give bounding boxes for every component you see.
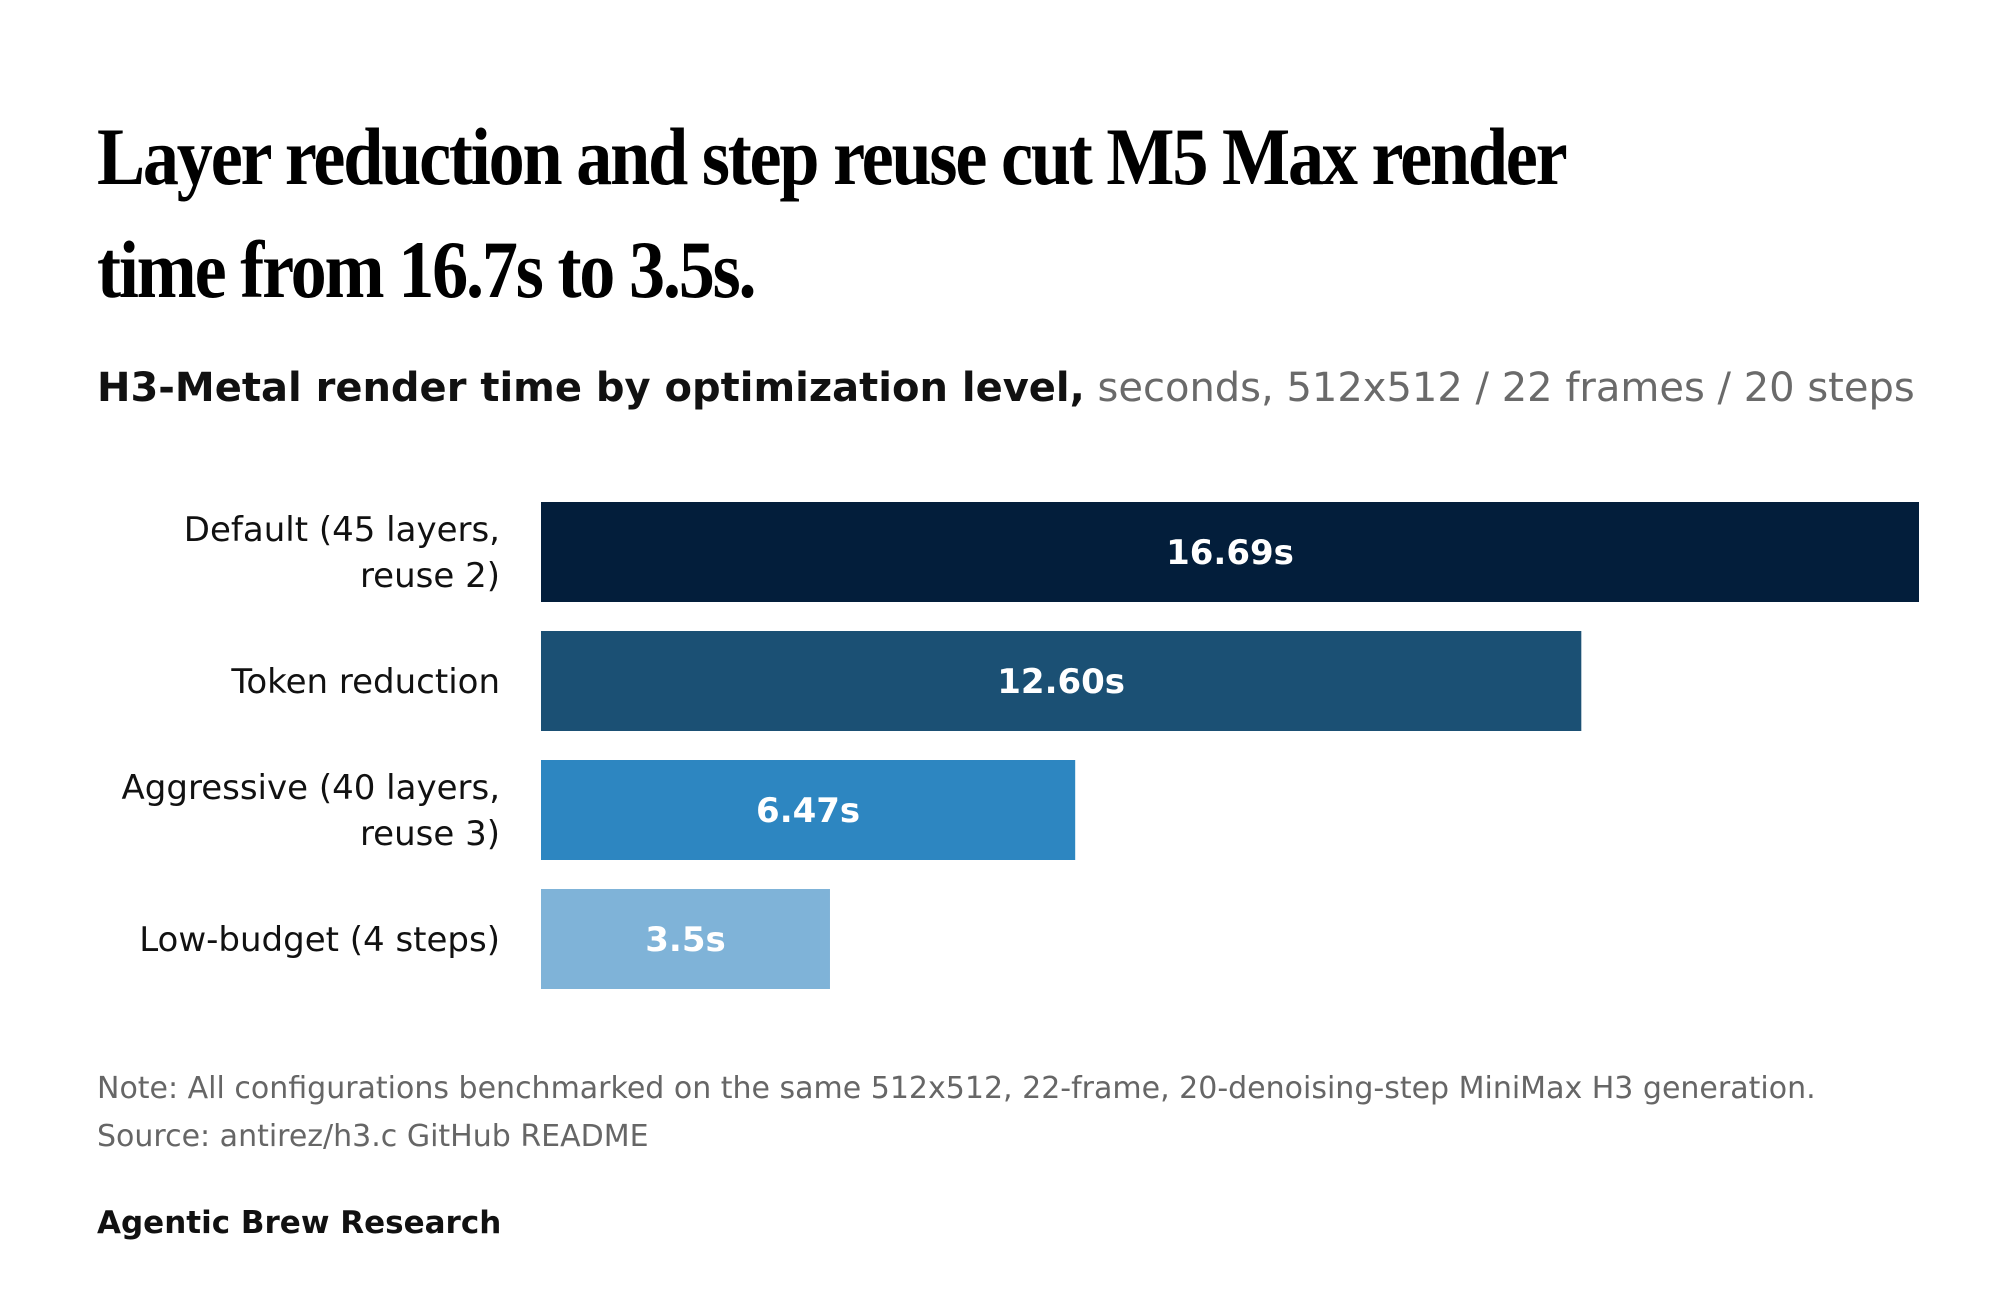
publisher-brand: Agentic Brew Research: [97, 1205, 502, 1241]
bar-chart: 16.69s Default (45 layers, reuse 2) 12.60s T…: [122, 502, 1919, 989]
bar-value-label: 3.5s: [645, 920, 725, 960]
bar-2: [541, 631, 1582, 731]
subtitle-units: seconds, 512x512 / 22 frames / 20 steps: [1084, 365, 1915, 411]
category-label: Token reduction: [230, 662, 500, 702]
chart-note: Note: All configurations benchmarked on …: [97, 1071, 1816, 1106]
bar-4: [541, 889, 830, 989]
bar-1: [541, 502, 1919, 602]
category-label: Low-budget (4 steps): [139, 920, 500, 960]
bar-value-label: 6.47s: [756, 791, 860, 831]
bar-3: [541, 760, 1076, 860]
bar-value-label: 16.69s: [1166, 533, 1294, 573]
category-label: Aggressive (40 layers, reuse 3): [122, 768, 500, 854]
footnotes: Note: All configurations benchmarked on …: [97, 1065, 1957, 1161]
category-label: Default (45 layers, reuse 2): [184, 510, 500, 596]
subtitle-measure: H3-Metal render time by optimization lev…: [97, 365, 1085, 411]
chart-title: Layer reduction and step reuse cut M5 Ma…: [97, 111, 1566, 315]
chart-subtitle: H3-Metal render time by optimization lev…: [97, 362, 1957, 414]
chart-source: Source: antirez/h3.c GitHub README: [97, 1119, 649, 1154]
bar-value-label: 12.60s: [997, 662, 1125, 702]
